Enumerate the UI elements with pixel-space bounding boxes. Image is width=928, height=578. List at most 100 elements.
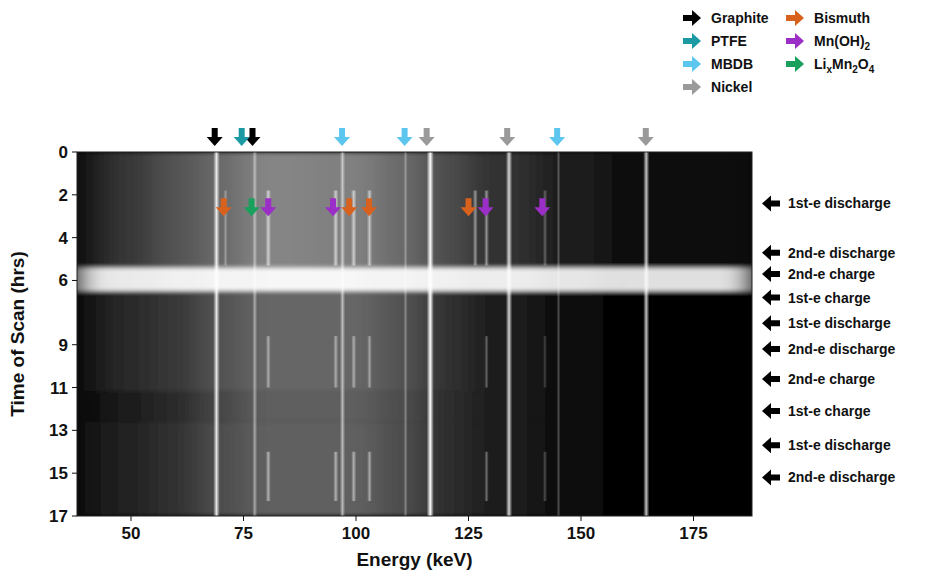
label-part: u <box>848 10 857 26</box>
y-tick-label: 0 <box>59 143 68 162</box>
y-tick <box>72 387 77 388</box>
label-part: M <box>832 56 844 72</box>
peak-line <box>643 152 649 516</box>
label-part: e <box>761 10 769 26</box>
annotation-label: 1st-e charge <box>788 290 871 306</box>
y-tick <box>72 280 77 281</box>
heat-cell <box>379 422 424 516</box>
peak-line <box>266 336 271 387</box>
x-tick <box>131 516 132 521</box>
material-arrow <box>499 128 515 146</box>
x-tick <box>581 516 582 521</box>
peak-line <box>556 152 560 516</box>
legend-arrow <box>786 10 804 26</box>
label-part: n <box>826 33 835 49</box>
heat-cell <box>604 291 753 392</box>
legend-label: Graphite <box>711 10 769 26</box>
annotations: 1st-e discharge 2nd-e discharge 2nd-e char… <box>762 195 896 485</box>
y-tick <box>72 473 77 474</box>
heat-cell <box>379 152 424 268</box>
material-arrow <box>341 198 357 216</box>
legend-label: LixMn2O4 <box>814 56 875 75</box>
annotation-arrow <box>762 403 780 419</box>
annotation-label: 1st-e discharge <box>788 315 891 331</box>
label-part: h <box>744 10 753 26</box>
annotation-label: 2nd-e discharge <box>788 341 896 357</box>
plot-frame <box>77 152 752 516</box>
label-part: H <box>850 33 860 49</box>
material-arrow <box>534 198 550 216</box>
label-part: G <box>711 10 722 26</box>
peak-line <box>266 452 271 501</box>
legend-label: Nickel <box>711 79 752 95</box>
heat-cell <box>77 392 109 422</box>
annotation-label: 2nd-e charge <box>788 371 875 387</box>
peak-line <box>351 452 356 501</box>
label-part: M <box>711 56 723 72</box>
x-tick <box>693 516 694 521</box>
plot-background <box>77 152 752 516</box>
label-part: s <box>828 10 836 26</box>
x-tick-label: 125 <box>454 524 482 543</box>
label-part: B <box>814 10 824 26</box>
heat-cell <box>199 422 244 516</box>
annotation-label: 2nd-e charge <box>788 266 875 282</box>
heat-cell <box>109 152 154 268</box>
legend-label: MBDB <box>711 56 753 72</box>
heat-cell <box>154 268 199 292</box>
x-tick <box>356 516 357 521</box>
peak-line <box>367 452 372 501</box>
legend-label: Mn(OH)2 <box>814 33 871 52</box>
material-arrow <box>461 198 477 216</box>
legend-arrow <box>786 33 804 49</box>
peak-line <box>367 336 372 387</box>
x-tick-label: 50 <box>122 524 141 543</box>
heat-cell <box>199 291 244 392</box>
heat-cell <box>536 392 604 422</box>
heat-cell <box>154 392 199 422</box>
label-part: B <box>743 56 753 72</box>
y-tick <box>72 516 77 517</box>
label-part: c <box>725 79 733 95</box>
label-part: h <box>862 10 871 26</box>
material-arrow <box>638 128 654 146</box>
y-tick-label: 11 <box>50 379 68 398</box>
annotation-label: 2nd-e discharge <box>788 245 896 261</box>
peak-line <box>333 336 338 387</box>
label-part: N <box>711 79 721 95</box>
peak-line <box>484 452 489 501</box>
chart: 50751001251501750246911131517Energy (keV… <box>0 0 928 578</box>
heat-cell <box>199 392 244 422</box>
material-arrow <box>207 128 223 146</box>
plot-area <box>77 152 752 516</box>
legend-arrow <box>683 10 701 26</box>
label-part: p <box>735 10 744 26</box>
heat-cell <box>109 392 154 422</box>
peak-line <box>351 336 356 387</box>
material-arrow <box>478 198 494 216</box>
legend-label: Bismuth <box>814 10 870 26</box>
annotation-arrow <box>762 266 780 282</box>
annotation-arrow <box>762 290 780 306</box>
annotation-label: 1st-e discharge <box>788 437 891 453</box>
label-part: M <box>814 33 826 49</box>
label-part: 4 <box>869 64 875 75</box>
material-arrow <box>549 128 565 146</box>
y-tick <box>72 152 77 153</box>
heat-cell <box>199 268 244 292</box>
y-tick <box>72 344 77 345</box>
heat-cell <box>199 152 244 268</box>
peaks <box>213 152 649 516</box>
x-tick-label: 75 <box>234 524 253 543</box>
heat-cell <box>379 392 424 422</box>
y-tick <box>72 237 77 238</box>
heat-cell <box>536 268 604 292</box>
peak-line <box>473 191 478 266</box>
annotation-arrow <box>762 341 780 357</box>
label-part: 2 <box>865 41 871 52</box>
heat-cell <box>379 268 424 292</box>
label-part: E <box>737 33 746 49</box>
legend: GraphitePTFEMBDBNickelBismuthMn(OH)2LixM… <box>683 10 875 95</box>
material-markers <box>207 128 654 216</box>
heat-cell <box>469 268 537 292</box>
